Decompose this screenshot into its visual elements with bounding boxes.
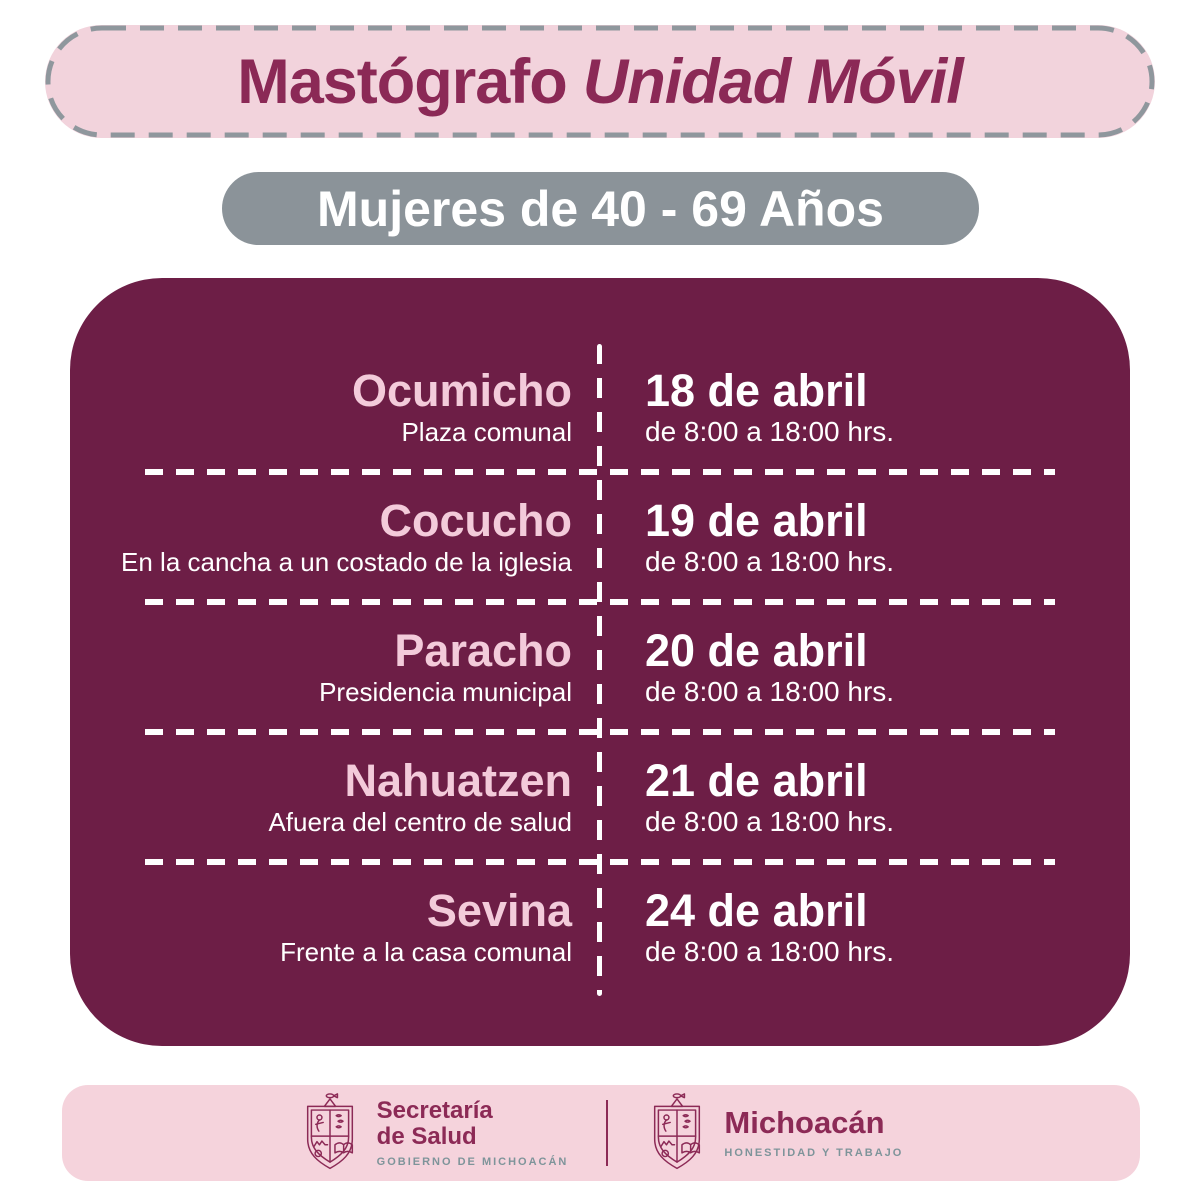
location-name: Nahuatzen xyxy=(344,755,572,807)
event-time: de 8:00 a 18:00 hrs. xyxy=(645,416,895,448)
michoacan-name: Michoacán xyxy=(724,1105,885,1141)
title-word-regular: Mastógrafo xyxy=(237,46,568,117)
location-name: Paracho xyxy=(394,625,572,677)
location-venue: Frente a la casa comunal xyxy=(280,936,572,967)
event-date: 20 de abril xyxy=(645,624,868,676)
title-banner: Mastógrafo Unidad Móvil xyxy=(45,25,1155,138)
location-cell: Sevina Frente a la casa comunal xyxy=(70,862,600,992)
location-venue: En la cancha a un costado de la iglesia xyxy=(121,546,572,577)
age-range-banner: Mujeres de 40 - 69 Años xyxy=(222,172,979,245)
page-title: Mastógrafo Unidad Móvil xyxy=(237,46,964,118)
event-time: de 8:00 a 18:00 hrs. xyxy=(645,936,895,968)
location-venue: Plaza comunal xyxy=(401,416,572,447)
date-cell: 20 de abril de 8:00 a 18:00 hrs. xyxy=(600,602,1130,732)
event-date: 21 de abril xyxy=(645,754,868,806)
secretaria-name-line1: Secretaría xyxy=(376,1096,493,1124)
event-date: 19 de abril xyxy=(645,494,868,546)
michoacan-text: Michoacán HONESTIDAD Y TRABAJO xyxy=(724,1107,903,1159)
location-venue: Afuera del centro de salud xyxy=(268,806,572,837)
schedule-row-grid: Sevina Frente a la casa comunal 24 de ab… xyxy=(70,862,1130,992)
location-cell: Ocumicho Plaza comunal xyxy=(70,342,600,472)
event-time: de 8:00 a 18:00 hrs. xyxy=(645,676,895,708)
secretaria-salud-text: Secretaría de Salud GOBIERNO DE MICHOACÁ… xyxy=(376,1096,569,1169)
date-cell: 19 de abril de 8:00 a 18:00 hrs. xyxy=(600,472,1130,602)
schedule-row: Nahuatzen Afuera del centro de salud 21 … xyxy=(70,729,1130,862)
location-cell: Paracho Presidencia municipal xyxy=(70,602,600,732)
schedule-row-grid: Nahuatzen Afuera del centro de salud 21 … xyxy=(70,732,1130,862)
location-name: Ocumicho xyxy=(351,365,572,417)
date-cell: 21 de abril de 8:00 a 18:00 hrs. xyxy=(600,732,1130,862)
footer-divider xyxy=(606,1100,609,1166)
location-name: Sevina xyxy=(426,885,572,937)
location-name: Cocucho xyxy=(379,495,572,547)
event-date: 24 de abril xyxy=(645,884,868,936)
schedule-row-grid: Cocucho En la cancha a un costado de la … xyxy=(70,472,1130,602)
schedule-row: Paracho Presidencia municipal 20 de abri… xyxy=(70,599,1130,732)
date-cell: 24 de abril de 8:00 a 18:00 hrs. xyxy=(600,862,1130,992)
date-cell: 18 de abril de 8:00 a 18:00 hrs. xyxy=(600,342,1130,472)
schedule-rows: Ocumicho Plaza comunal 18 de abril de 8:… xyxy=(70,342,1130,992)
michoacan-crest-icon xyxy=(654,1093,701,1170)
schedule-row-grid: Paracho Presidencia municipal 20 de abri… xyxy=(70,602,1130,732)
row-separator-dashed-line xyxy=(145,729,1055,735)
schedule-row: Cocucho En la cancha a un costado de la … xyxy=(70,469,1130,602)
audience-range: 40 - 69 Años xyxy=(591,180,884,237)
event-time: de 8:00 a 18:00 hrs. xyxy=(645,546,895,578)
schedule-panel: Ocumicho Plaza comunal 18 de abril de 8:… xyxy=(70,278,1130,1046)
dashed-border xyxy=(45,25,1155,138)
michoacan-tagline: HONESTIDAD Y TRABAJO xyxy=(724,1146,904,1159)
row-separator-dashed-line xyxy=(145,599,1055,605)
event-time: de 8:00 a 18:00 hrs. xyxy=(645,806,895,838)
footer-bar: Secretaría de Salud GOBIERNO DE MICHOACÁ… xyxy=(62,1085,1140,1181)
audience-prefix: Mujeres de xyxy=(317,180,579,237)
schedule-row: Ocumicho Plaza comunal 18 de abril de 8:… xyxy=(70,342,1130,472)
schedule-row-grid: Ocumicho Plaza comunal 18 de abril de 8:… xyxy=(70,342,1130,472)
secretaria-salud-crest-icon xyxy=(306,1093,353,1170)
row-separator-dashed-line xyxy=(145,859,1055,865)
location-cell: Nahuatzen Afuera del centro de salud xyxy=(70,732,600,862)
title-word-italic: Unidad Móvil xyxy=(582,46,964,117)
secretaria-salud-logo: Secretaría de Salud GOBIERNO DE MICHOACÁ… xyxy=(299,1092,569,1174)
michoacan-logo: Michoacán HONESTIDAD Y TRABAJO xyxy=(646,1092,903,1174)
secretaria-tagline: GOBIERNO DE MICHOACÁN xyxy=(376,1156,569,1169)
schedule-row: Sevina Frente a la casa comunal 24 de ab… xyxy=(70,859,1130,992)
row-separator-dashed-line xyxy=(145,469,1055,475)
location-cell: Cocucho En la cancha a un costado de la … xyxy=(70,472,600,602)
secretaria-name-line2: de Salud xyxy=(376,1122,477,1150)
location-venue: Presidencia municipal xyxy=(319,676,572,707)
event-date: 18 de abril xyxy=(645,364,868,416)
column-divider-dashed-line xyxy=(597,344,602,996)
